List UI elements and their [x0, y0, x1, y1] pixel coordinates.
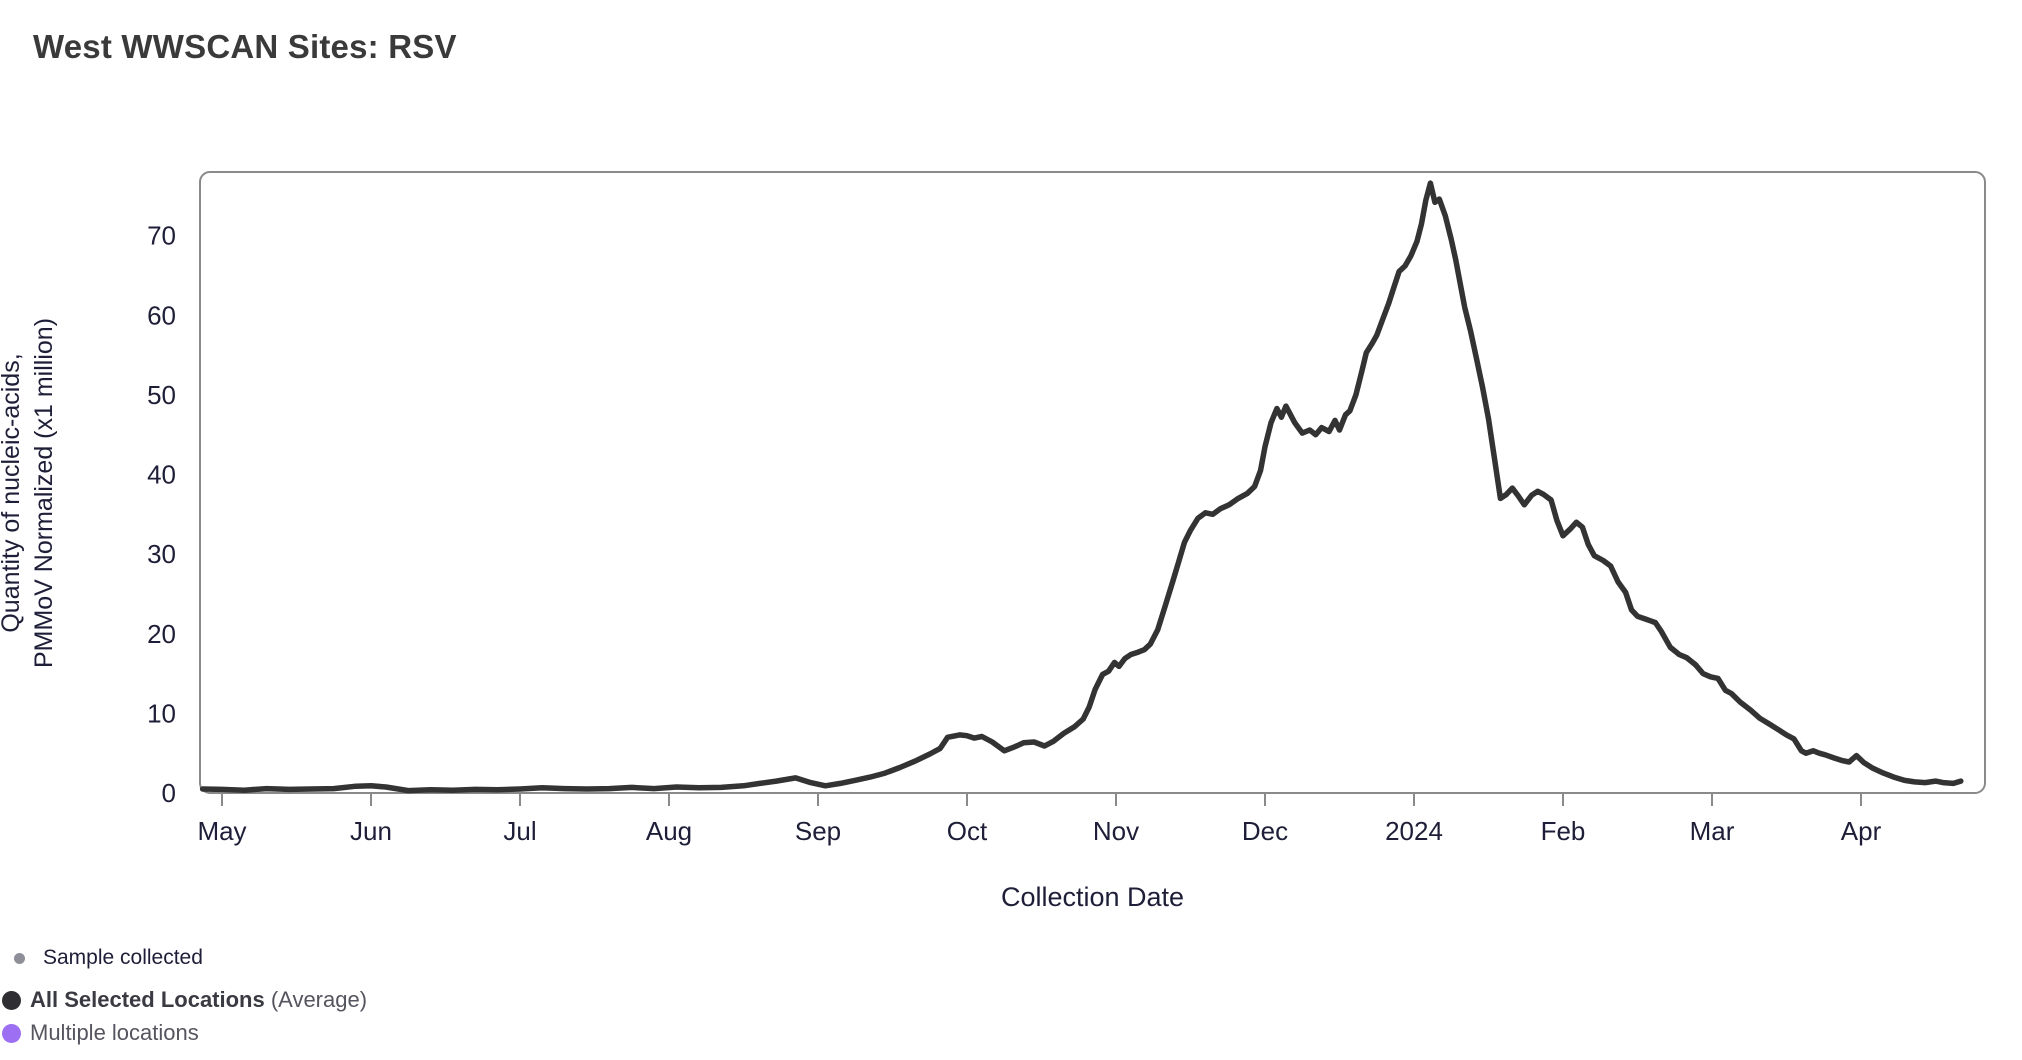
x-tick-label: May	[197, 816, 246, 846]
y-tick-label: 60	[147, 300, 176, 330]
x-tick-label: Mar	[1690, 816, 1735, 846]
y-axis-title-line2: PMMoV Normalized (x1 million)	[30, 317, 58, 669]
x-tick-label: Jun	[350, 816, 392, 846]
multiple-locations-dot-icon	[2, 1023, 21, 1043]
legend-label-bold: All Selected Locations	[30, 987, 265, 1012]
x-tick-label: 2024	[1385, 816, 1443, 846]
y-tick-label: 10	[147, 698, 176, 728]
legend: Sample collected All Selected Locations …	[0, 946, 620, 1046]
average-line-series	[199, 180, 1964, 794]
legend-item-multiple-locations: Multiple locations	[2, 1020, 620, 1046]
y-tick-label: 30	[147, 539, 176, 569]
y-tick-label: 70	[147, 221, 176, 251]
legend-label-multiple-locations: Multiple locations	[30, 1020, 199, 1045]
x-tick-label: Nov	[1093, 816, 1139, 846]
x-tick-label: Aug	[646, 816, 692, 846]
legend-label-average-suffix: (Average)	[264, 987, 368, 1012]
x-tick-label: Apr	[1841, 816, 1882, 846]
legend-label-all-selected-locations: All Selected Locations (Average)	[30, 987, 367, 1013]
y-tick-label: 50	[147, 380, 176, 410]
x-tick-label: Sep	[795, 816, 841, 846]
legend-label-sample-collected: Sample collected	[43, 946, 203, 969]
x-tick-label: Dec	[1242, 816, 1288, 846]
legend-item-all-selected-locations: All Selected Locations (Average)	[2, 987, 620, 1013]
y-axis-title-line1: Quantity of nucleic-acids,	[0, 353, 25, 633]
y-tick-label: 0	[162, 778, 176, 808]
y-axis-title: Quantity of nucleic-acids, PMMoV Normali…	[0, 213, 61, 773]
x-tick-label: Jul	[503, 816, 536, 846]
y-tick-label: 20	[147, 619, 176, 649]
all-selected-locations-dot-icon	[2, 990, 21, 1010]
y-tick-label: 40	[147, 460, 176, 490]
x-tick-label: Feb	[1541, 816, 1586, 846]
x-tick-label: Oct	[947, 816, 988, 846]
sample-collected-dot-icon	[14, 952, 25, 964]
x-axis-title: Collection Date	[1000, 882, 1185, 912]
page-title: West WWSCAN Sites: RSV	[33, 28, 457, 65]
plot-frame	[199, 171, 1986, 794]
legend-item-sample-collected: Sample collected	[14, 946, 620, 970]
